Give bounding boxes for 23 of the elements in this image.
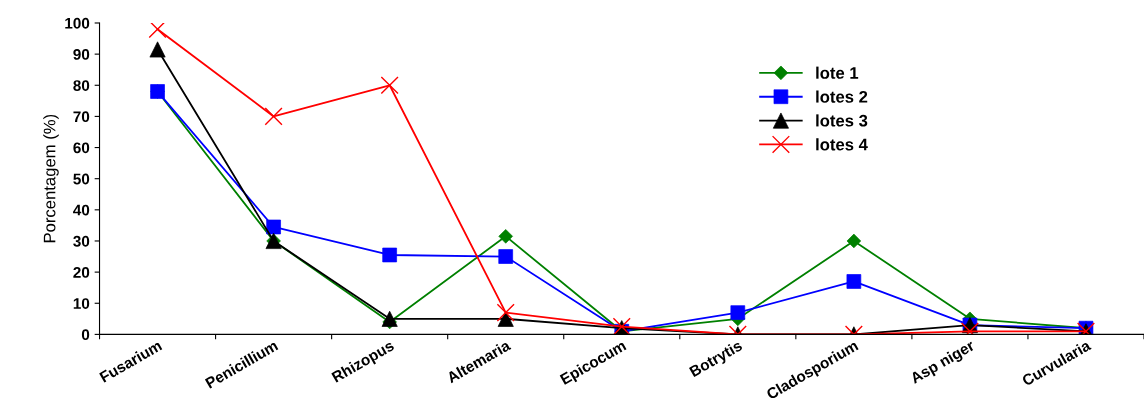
y-tick-label: 40	[73, 204, 90, 216]
y-tick-label: 70	[73, 111, 90, 123]
y-tick-label: 80	[73, 80, 90, 91]
y-axis-title: Porcentagem (%)	[43, 114, 59, 243]
point	[380, 76, 399, 95]
y-tick-label: 60	[73, 142, 90, 154]
legend-label: lotes 3	[816, 114, 868, 127]
legend-label: lotes 4	[816, 138, 868, 151]
y-tick-label: 50	[73, 173, 90, 185]
point	[148, 22, 167, 39]
legend-label: lotes 2	[816, 90, 868, 103]
point	[730, 305, 746, 320]
point	[496, 303, 515, 322]
y-tick-label: 10	[73, 298, 90, 309]
point	[264, 107, 283, 126]
y-tick-label: 90	[73, 49, 90, 60]
y-tick-label: 100	[65, 17, 90, 29]
point	[382, 247, 397, 263]
y-tick-label: 30	[73, 235, 90, 247]
y-tick-label: 0	[81, 329, 90, 341]
y-tick-label: 20	[73, 266, 90, 278]
x-tick-label: Asp niger	[909, 339, 977, 387]
legend-label: lote 1	[816, 66, 859, 79]
